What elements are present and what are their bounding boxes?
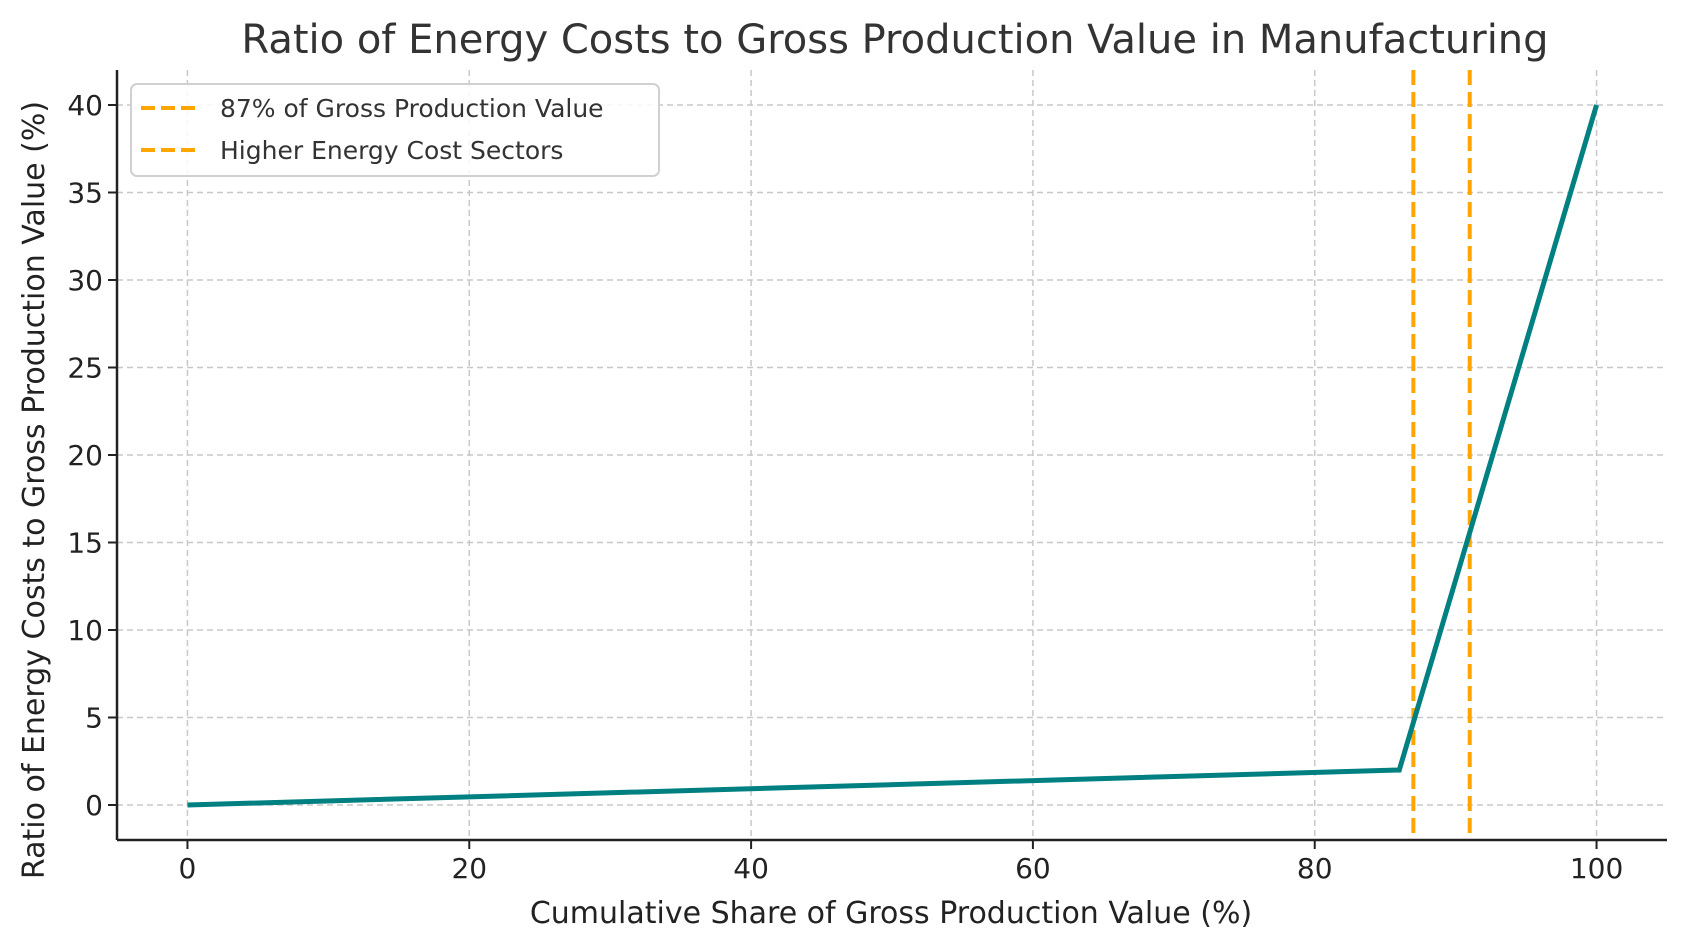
legend: 87% of Gross Production Value Higher Ene… [130,83,660,177]
y-tick-label: 40 [67,89,103,122]
legend-box [130,83,660,177]
y-ticks: 0 5 10 15 20 25 30 35 40 [67,89,117,822]
series-layer [187,104,1599,808]
y-tick-label: 5 [85,702,103,735]
x-tick-label: 80 [1297,852,1333,885]
legend-label-87pct: 87% of Gross Production Value [220,94,604,123]
y-tick-label: 20 [67,439,103,472]
x-tick-label: 60 [1015,852,1051,885]
series-line [187,104,1599,808]
x-tick-label: 40 [733,852,769,885]
y-tick-label: 35 [67,177,103,210]
chart-title: Ratio of Energy Costs to Gross Productio… [241,17,1548,63]
y-tick-label: 0 [85,789,103,822]
y-tick-label: 15 [67,527,103,560]
x-axis-label: Cumulative Share of Gross Production Val… [530,896,1252,931]
x-ticks: 0 20 40 60 80 100 [179,840,1623,885]
legend-label-higher-energy: Higher Energy Cost Sectors [220,136,563,165]
y-axis-label: Ratio of Energy Costs to Gross Productio… [17,101,52,879]
y-tick-label: 30 [67,264,103,297]
y-tick-label: 10 [67,614,103,647]
x-tick-label: 20 [451,852,487,885]
y-tick-label: 25 [67,352,103,385]
vertical-reference-lines [1411,70,1472,840]
grid [117,70,1667,840]
x-tick-label: 100 [1570,852,1623,885]
x-tick-label: 0 [179,852,197,885]
